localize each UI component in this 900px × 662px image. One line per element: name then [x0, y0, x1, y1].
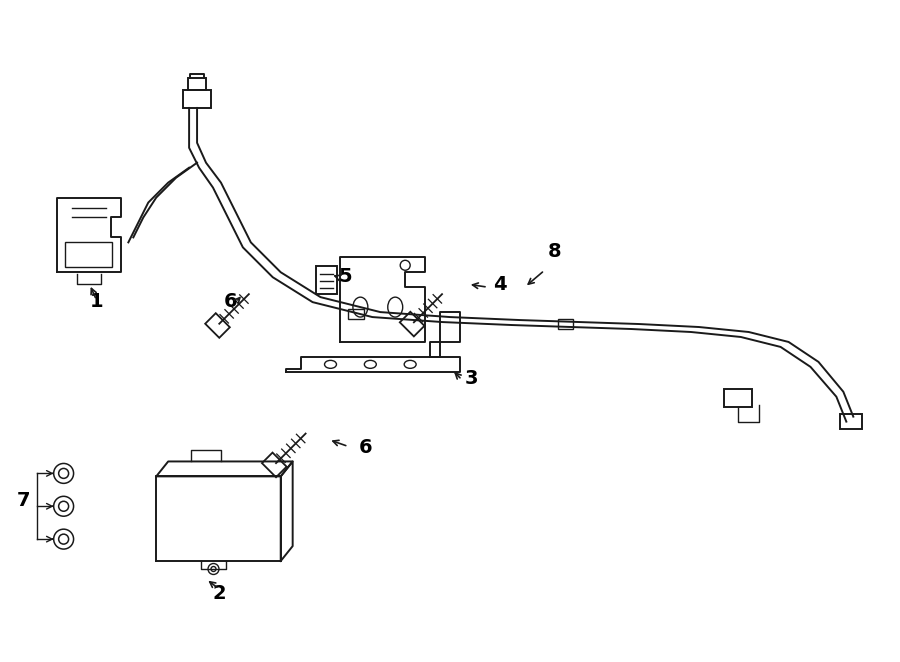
Text: 5: 5	[338, 267, 352, 286]
Text: 6: 6	[224, 292, 238, 311]
Text: 7: 7	[17, 491, 31, 510]
Bar	[724, 389, 752, 406]
Text: 2: 2	[212, 584, 226, 603]
Text: 3: 3	[465, 369, 479, 388]
Text: 8: 8	[548, 242, 562, 261]
Bar	[557, 319, 573, 329]
Bar	[65, 242, 112, 267]
Bar	[841, 414, 862, 428]
Text: 6: 6	[358, 438, 373, 457]
Bar	[348, 309, 364, 319]
Text: 4: 4	[493, 275, 507, 294]
Bar	[188, 78, 206, 90]
Text: 1: 1	[90, 292, 104, 311]
Bar	[183, 90, 211, 108]
Bar	[316, 266, 338, 294]
